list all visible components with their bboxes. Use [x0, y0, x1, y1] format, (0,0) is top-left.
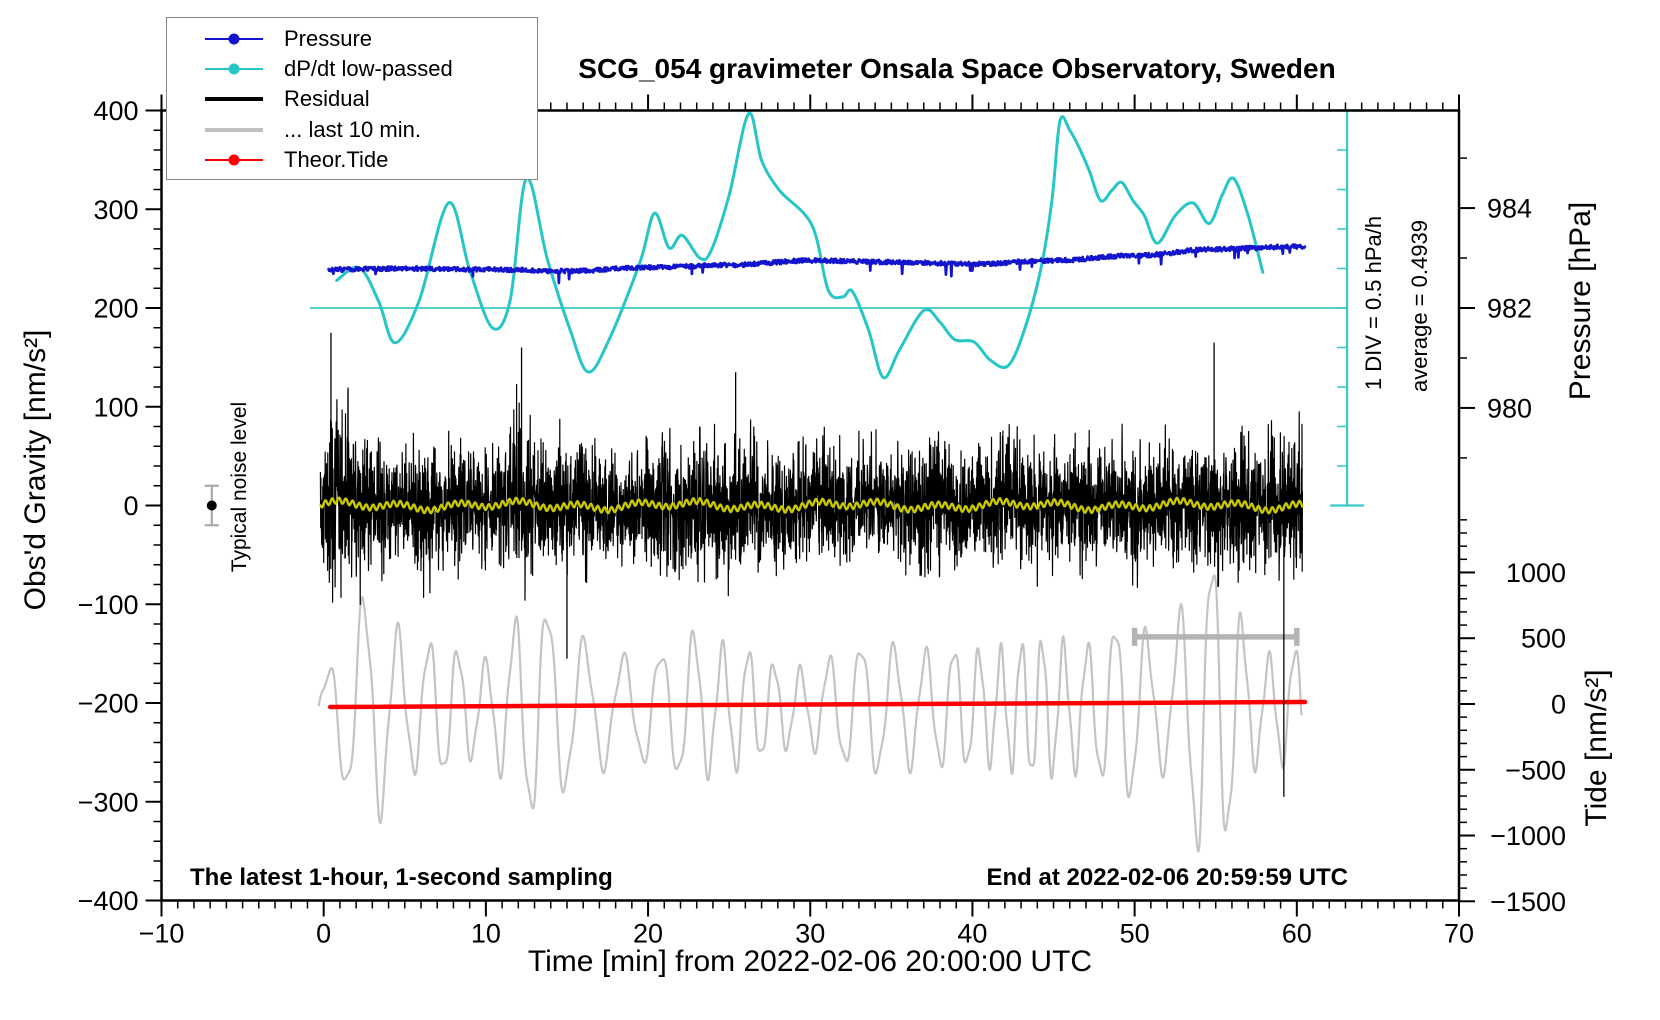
legend-label: Pressure — [284, 26, 373, 52]
dpdt-curve — [335, 112, 1265, 380]
legend-item-pressure: Pressure — [167, 24, 537, 54]
legend-box: Pressure dP/dt low-passed Residual ... l… — [166, 17, 538, 180]
legend-item-dpdt: dP/dt low-passed — [167, 54, 537, 84]
pressure-tick-label: 982 — [1487, 294, 1532, 324]
tide-tick-label: −1500 — [1490, 887, 1566, 917]
gravity-tick-label: 100 — [93, 392, 138, 422]
x-tick-label: 0 — [316, 919, 331, 949]
x-tick-label: 60 — [1282, 919, 1312, 949]
x-tick-label: 70 — [1444, 919, 1474, 949]
legend-label: dP/dt low-passed — [284, 56, 453, 82]
pressure-curve — [327, 243, 1307, 285]
sampling-note: The latest 1-hour, 1-second sampling — [190, 864, 613, 891]
noise-marker-dot — [206, 500, 217, 511]
end-time-note: End at 2022-02-06 20:59:59 UTC — [986, 864, 1349, 891]
div-scale-annotation: 1 DIV = 0.5 hPa/h — [1361, 215, 1386, 391]
tide-tick-label: −500 — [1505, 755, 1566, 785]
gravity-tick-label: 400 — [93, 96, 138, 126]
theor-tide-line — [327, 699, 1308, 710]
legend-label: ... last 10 min. — [284, 116, 421, 142]
noise-level-annotation: Typical noise level — [228, 401, 251, 573]
average-annotation: average = 0.4939 — [1407, 220, 1432, 392]
legend-item-last10: ... last 10 min. — [167, 115, 537, 145]
tide-tick-label: 0 — [1551, 689, 1566, 719]
tide-tick-label: 1000 — [1506, 558, 1566, 588]
gravity-tick-label: −300 — [78, 787, 139, 817]
gravity-tick-label: −400 — [78, 886, 139, 916]
tide-tick-label: −1000 — [1490, 821, 1566, 851]
x-tick-label: −10 — [139, 919, 185, 949]
legend-item-residual: Residual — [167, 84, 537, 114]
legend-item-theor-tide: Theor.Tide — [167, 145, 537, 175]
tide-tick-label: 500 — [1521, 624, 1566, 654]
last10-curve — [317, 574, 1303, 853]
page-title: SCG_054 gravimeter Onsala Space Observat… — [578, 53, 1336, 84]
pressure-tick-label: 980 — [1487, 393, 1532, 423]
x-tick-label: 30 — [795, 919, 825, 949]
x-tick-label: 10 — [471, 919, 501, 949]
dpdt-line-swatch-icon — [205, 63, 263, 75]
legend-label: Theor.Tide — [284, 146, 389, 172]
plot-frame — [160, 109, 1461, 902]
x-tick-label: 40 — [957, 919, 987, 949]
residual-line-swatch-icon — [205, 93, 263, 105]
gravity-tick-label: −100 — [78, 590, 139, 620]
x-tick-label: 50 — [1120, 919, 1150, 949]
gravity-tick-label: 0 — [123, 491, 138, 521]
pressure-line-swatch-icon — [205, 33, 263, 45]
last10-line-swatch-icon — [205, 124, 263, 136]
y-axis-title-tide: Tide [nm/s²] — [1580, 669, 1613, 827]
x-tick-label: 20 — [633, 919, 663, 949]
x-axis-title: Time [min] from 2022-02-06 20:00:00 UTC — [527, 945, 1093, 978]
gravity-tick-label: 200 — [93, 294, 138, 324]
theor-tide-line-swatch-icon — [205, 154, 263, 166]
pressure-tick-label: 984 — [1487, 194, 1532, 224]
gravity-tick-label: 300 — [93, 195, 138, 225]
residual-band — [319, 384, 1303, 606]
legend-label: Residual — [284, 86, 370, 112]
gravity-tick-label: −200 — [78, 689, 139, 719]
y-axis-title-pressure: Pressure [hPa] — [1564, 201, 1597, 401]
residual-lowpass-line — [319, 496, 1304, 515]
y-axis-title-gravity: Obs'd Gravity [nm/s²] — [19, 329, 52, 611]
